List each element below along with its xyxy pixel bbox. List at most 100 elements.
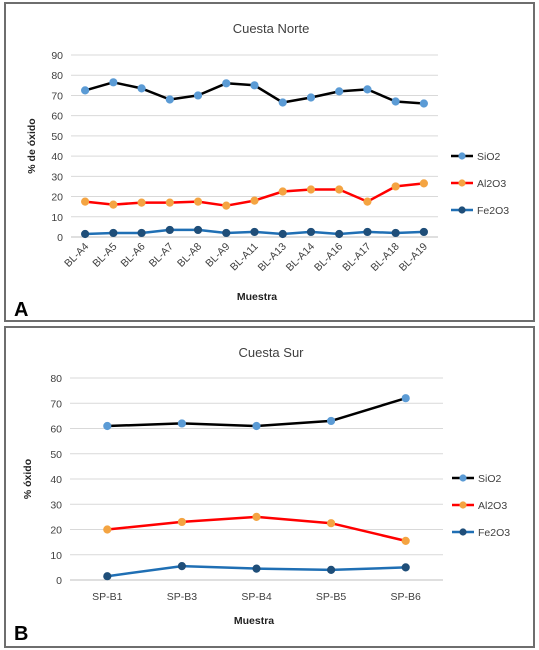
y-tick-label: 50 bbox=[50, 449, 62, 461]
y-tick-label: 0 bbox=[56, 575, 62, 587]
data-point-sio2 bbox=[327, 416, 336, 426]
y-tick-label: 50 bbox=[51, 131, 63, 143]
data-point-sio2 bbox=[278, 98, 287, 107]
data-point-sio2 bbox=[177, 419, 186, 428]
data-point-fe2o3 bbox=[401, 563, 410, 572]
y-tick-label: 60 bbox=[51, 111, 63, 123]
y-tick-label: 80 bbox=[51, 70, 63, 82]
legend-label-sio2: SiO2 bbox=[478, 473, 502, 485]
data-point-sio2 bbox=[165, 95, 174, 104]
data-point-sio2 bbox=[335, 87, 344, 96]
x-tick-label: BL-A14 bbox=[284, 241, 317, 274]
data-point-sio2 bbox=[306, 93, 316, 102]
data-point-al2o3 bbox=[177, 517, 186, 527]
data-point-al2o3 bbox=[419, 179, 428, 188]
x-tick-label: SP-B3 bbox=[167, 591, 198, 603]
data-point-sio2 bbox=[103, 421, 112, 431]
y-axis-title: % óxido bbox=[22, 459, 34, 499]
y-tick-label: 0 bbox=[57, 232, 63, 244]
x-axis-title: Muestra bbox=[237, 291, 277, 303]
y-tick-label: 10 bbox=[51, 212, 63, 224]
x-tick-label: BL-A17 bbox=[340, 241, 373, 274]
x-tick-label: BL-A6 bbox=[119, 241, 148, 270]
data-point-sio2 bbox=[193, 91, 203, 100]
y-tick-label: 40 bbox=[50, 474, 62, 486]
x-tick-label: BL-A5 bbox=[90, 241, 119, 270]
data-point-sio2 bbox=[252, 421, 261, 431]
panel-letter: B bbox=[14, 623, 28, 645]
y-tick-label: 70 bbox=[51, 90, 63, 102]
data-point-al2o3 bbox=[165, 198, 174, 207]
chart-title: Cuesta Sur bbox=[238, 345, 304, 360]
data-point-fe2o3 bbox=[306, 227, 316, 237]
legend-label-al2o3: Al2O3 bbox=[477, 178, 506, 190]
legend-label-sio2: SiO2 bbox=[477, 151, 501, 163]
legend-marker-fe2o3 bbox=[459, 528, 467, 536]
data-point-fe2o3 bbox=[391, 228, 400, 238]
data-point-al2o3 bbox=[103, 525, 112, 534]
data-point-al2o3 bbox=[401, 536, 410, 545]
data-point-al2o3 bbox=[391, 182, 400, 191]
data-point-al2o3 bbox=[250, 196, 259, 205]
legend-label-al2o3: Al2O3 bbox=[478, 500, 507, 512]
y-tick-label: 20 bbox=[50, 525, 62, 537]
legend-marker-sio2 bbox=[459, 474, 467, 482]
x-tick-label: SP-B5 bbox=[316, 591, 347, 603]
data-point-fe2o3 bbox=[81, 229, 90, 239]
y-tick-label: 40 bbox=[51, 151, 63, 163]
data-point-fe2o3 bbox=[137, 228, 146, 238]
data-point-fe2o3 bbox=[222, 228, 231, 238]
legend-marker-al2o3 bbox=[458, 179, 466, 187]
data-point-sio2 bbox=[401, 394, 410, 403]
data-point-al2o3 bbox=[363, 197, 372, 206]
data-point-fe2o3 bbox=[103, 572, 112, 581]
data-point-sio2 bbox=[391, 97, 400, 106]
data-point-fe2o3 bbox=[278, 229, 287, 239]
series-line-sio2 bbox=[107, 397, 407, 428]
legend-marker-fe2o3 bbox=[458, 206, 466, 214]
data-point-sio2 bbox=[250, 81, 259, 90]
data-point-fe2o3 bbox=[419, 227, 428, 237]
data-point-fe2o3 bbox=[252, 564, 261, 573]
chart-panel-cuesta-sur: Cuesta Sur 0 10 20 30 40 50 60 70 80 SP-B1 SP-B3 SP-… bbox=[4, 326, 535, 648]
data-point-sio2 bbox=[419, 99, 428, 108]
legend-marker-al2o3 bbox=[459, 501, 467, 509]
x-tick-label: BL-A18 bbox=[369, 241, 402, 274]
y-tick-label: 30 bbox=[50, 499, 62, 511]
data-point-sio2 bbox=[363, 85, 372, 94]
data-point-fe2o3 bbox=[363, 227, 372, 237]
data-point-al2o3 bbox=[109, 200, 118, 209]
data-point-al2o3 bbox=[306, 185, 316, 194]
data-point-sio2 bbox=[81, 86, 90, 95]
chart-panel-cuesta-norte: Cuesta Norte 0 10 20 30 40 50 60 70 80 90 BL-A4 BL-A… bbox=[4, 2, 535, 322]
x-tick-label: BL-A7 bbox=[147, 241, 176, 270]
panel-letter: A bbox=[14, 299, 28, 320]
legend-label-fe2o3: Fe2O3 bbox=[478, 527, 510, 539]
x-tick-label: SP-B4 bbox=[241, 591, 272, 603]
data-point-fe2o3 bbox=[250, 227, 259, 237]
y-tick-label: 20 bbox=[51, 192, 63, 204]
data-point-fe2o3 bbox=[165, 225, 174, 235]
x-tick-label: SP-B6 bbox=[391, 591, 422, 603]
data-point-fe2o3 bbox=[193, 225, 203, 235]
x-axis-title: Muestra bbox=[234, 615, 274, 627]
data-point-al2o3 bbox=[137, 198, 146, 207]
x-tick-label: BL-A8 bbox=[175, 241, 204, 270]
legend-marker-sio2 bbox=[458, 152, 466, 160]
data-point-al2o3 bbox=[193, 197, 203, 206]
data-point-sio2 bbox=[222, 79, 231, 88]
x-tick-label: BL-A16 bbox=[312, 241, 345, 274]
y-axis-title: % de óxido bbox=[26, 118, 38, 173]
data-point-al2o3 bbox=[222, 201, 231, 210]
data-point-sio2 bbox=[137, 84, 146, 93]
x-tick-label: BL-A11 bbox=[228, 241, 261, 274]
data-point-sio2 bbox=[109, 78, 118, 87]
data-point-al2o3 bbox=[278, 187, 287, 196]
data-point-al2o3 bbox=[81, 197, 90, 206]
x-tick-label: SP-B1 bbox=[92, 591, 123, 603]
data-point-fe2o3 bbox=[177, 562, 186, 571]
legend-label-fe2o3: Fe2O3 bbox=[477, 205, 509, 217]
y-tick-label: 30 bbox=[51, 171, 63, 183]
data-point-fe2o3 bbox=[109, 228, 118, 238]
